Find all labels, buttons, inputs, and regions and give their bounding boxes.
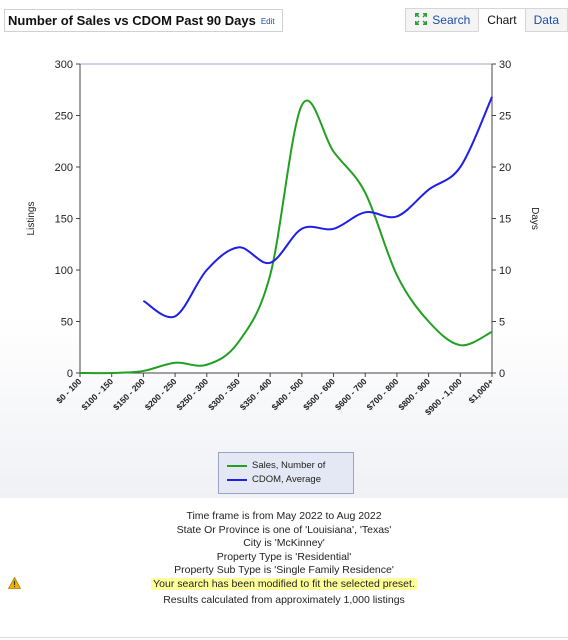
criteria-property-subtype: Property Sub Type is 'Single Family Resi… <box>174 564 394 576</box>
legend-label-sales: Sales, Number of <box>252 460 326 471</box>
x-tick-label: $600 - 700 <box>333 376 369 412</box>
x-tick-label: $400 - 500 <box>269 376 305 412</box>
legend-item-cdom: CDOM, Average <box>227 474 321 485</box>
y-tick-label: 200 <box>55 162 73 174</box>
legend-label-cdom: CDOM, Average <box>252 474 321 485</box>
chart-panel: 0 50 100 150 200 250 300 0 5 10 15 20 25 30 $0 - 100 $1… <box>0 38 568 498</box>
bottom-divider <box>0 637 568 638</box>
page-title: Number of Sales vs CDOM Past 90 Days <box>8 13 256 28</box>
y-tick-label: 100 <box>55 265 73 277</box>
y-tick-label: 300 <box>55 59 73 71</box>
x-tick-label: $300 - 350 <box>206 376 242 412</box>
y2-tick-label: 0 <box>499 368 505 380</box>
legend-swatch-cdom <box>227 478 247 481</box>
view-tabs: Search Chart Data <box>405 8 568 32</box>
title-box: Number of Sales vs CDOM Past 90 Days Edi… <box>4 9 283 32</box>
y2-tick-label: 20 <box>499 162 511 174</box>
tab-chart[interactable]: Chart <box>478 8 526 32</box>
y-axis-title: Listings <box>26 202 37 236</box>
criteria-city: City is 'McKinney' <box>243 537 325 549</box>
y-tick-label: 250 <box>55 111 73 123</box>
tab-search-label: Search <box>432 13 471 27</box>
tab-search[interactable]: Search <box>405 8 480 32</box>
results-count: Results calculated from approximately 1,… <box>163 594 405 606</box>
y2-tick-label: 15 <box>499 214 511 226</box>
sales-series-line <box>79 99 493 375</box>
criteria-timeframe: Time frame is from May 2022 to Aug 2022 <box>186 510 382 522</box>
cdom-series-line <box>142 96 493 319</box>
chart-legend: Sales, Number of CDOM, Average <box>218 452 354 494</box>
criteria-state: State Or Province is one of 'Louisiana',… <box>176 523 392 536</box>
x-tick-label: $150 - 200 <box>111 376 147 412</box>
tab-data[interactable]: Data <box>524 8 568 32</box>
x-tick-label: $1,000+ <box>466 376 495 405</box>
plot-area <box>79 63 493 374</box>
y2-tick-label: 30 <box>499 59 511 71</box>
x-tick-label: $350 - 400 <box>238 376 274 412</box>
y-tick-label: 50 <box>61 317 73 329</box>
x-tick-label: $500 - 600 <box>301 376 337 412</box>
x-tick-label: $250 - 300 <box>174 376 210 412</box>
warning-row: Your search has been modified to fit the… <box>0 576 568 594</box>
warning-message: Your search has been modified to fit the… <box>151 577 417 590</box>
x-tick-label: $700 - 800 <box>365 376 401 412</box>
y2-tick-label: 25 <box>499 111 511 123</box>
legend-swatch-sales <box>227 464 247 467</box>
y2-tick-label: 10 <box>499 265 511 277</box>
y-tick-label: 150 <box>55 214 73 226</box>
y-tick-label: 0 <box>67 368 73 380</box>
chart-header: Number of Sales vs CDOM Past 90 Days Edi… <box>0 0 568 39</box>
y2-tick-label: 5 <box>499 317 505 329</box>
search-criteria: Time frame is from May 2022 to Aug 2022 … <box>0 510 568 608</box>
criteria-property-type: Property Type is 'Residential' <box>216 550 352 563</box>
legend-item-sales: Sales, Number of <box>227 460 325 471</box>
x-tick-label: $200 - 250 <box>143 376 179 412</box>
x-tick-label: $100 - 150 <box>79 376 115 412</box>
edit-title-link[interactable]: Edit <box>260 17 275 26</box>
warning-icon <box>7 576 22 594</box>
tab-chart-label: Chart <box>487 13 517 27</box>
expand-icon <box>414 12 428 29</box>
tab-data-label: Data <box>533 13 559 27</box>
x-tick-label: $0 - 100 <box>54 376 83 405</box>
y2-axis-title: Days <box>529 207 540 230</box>
